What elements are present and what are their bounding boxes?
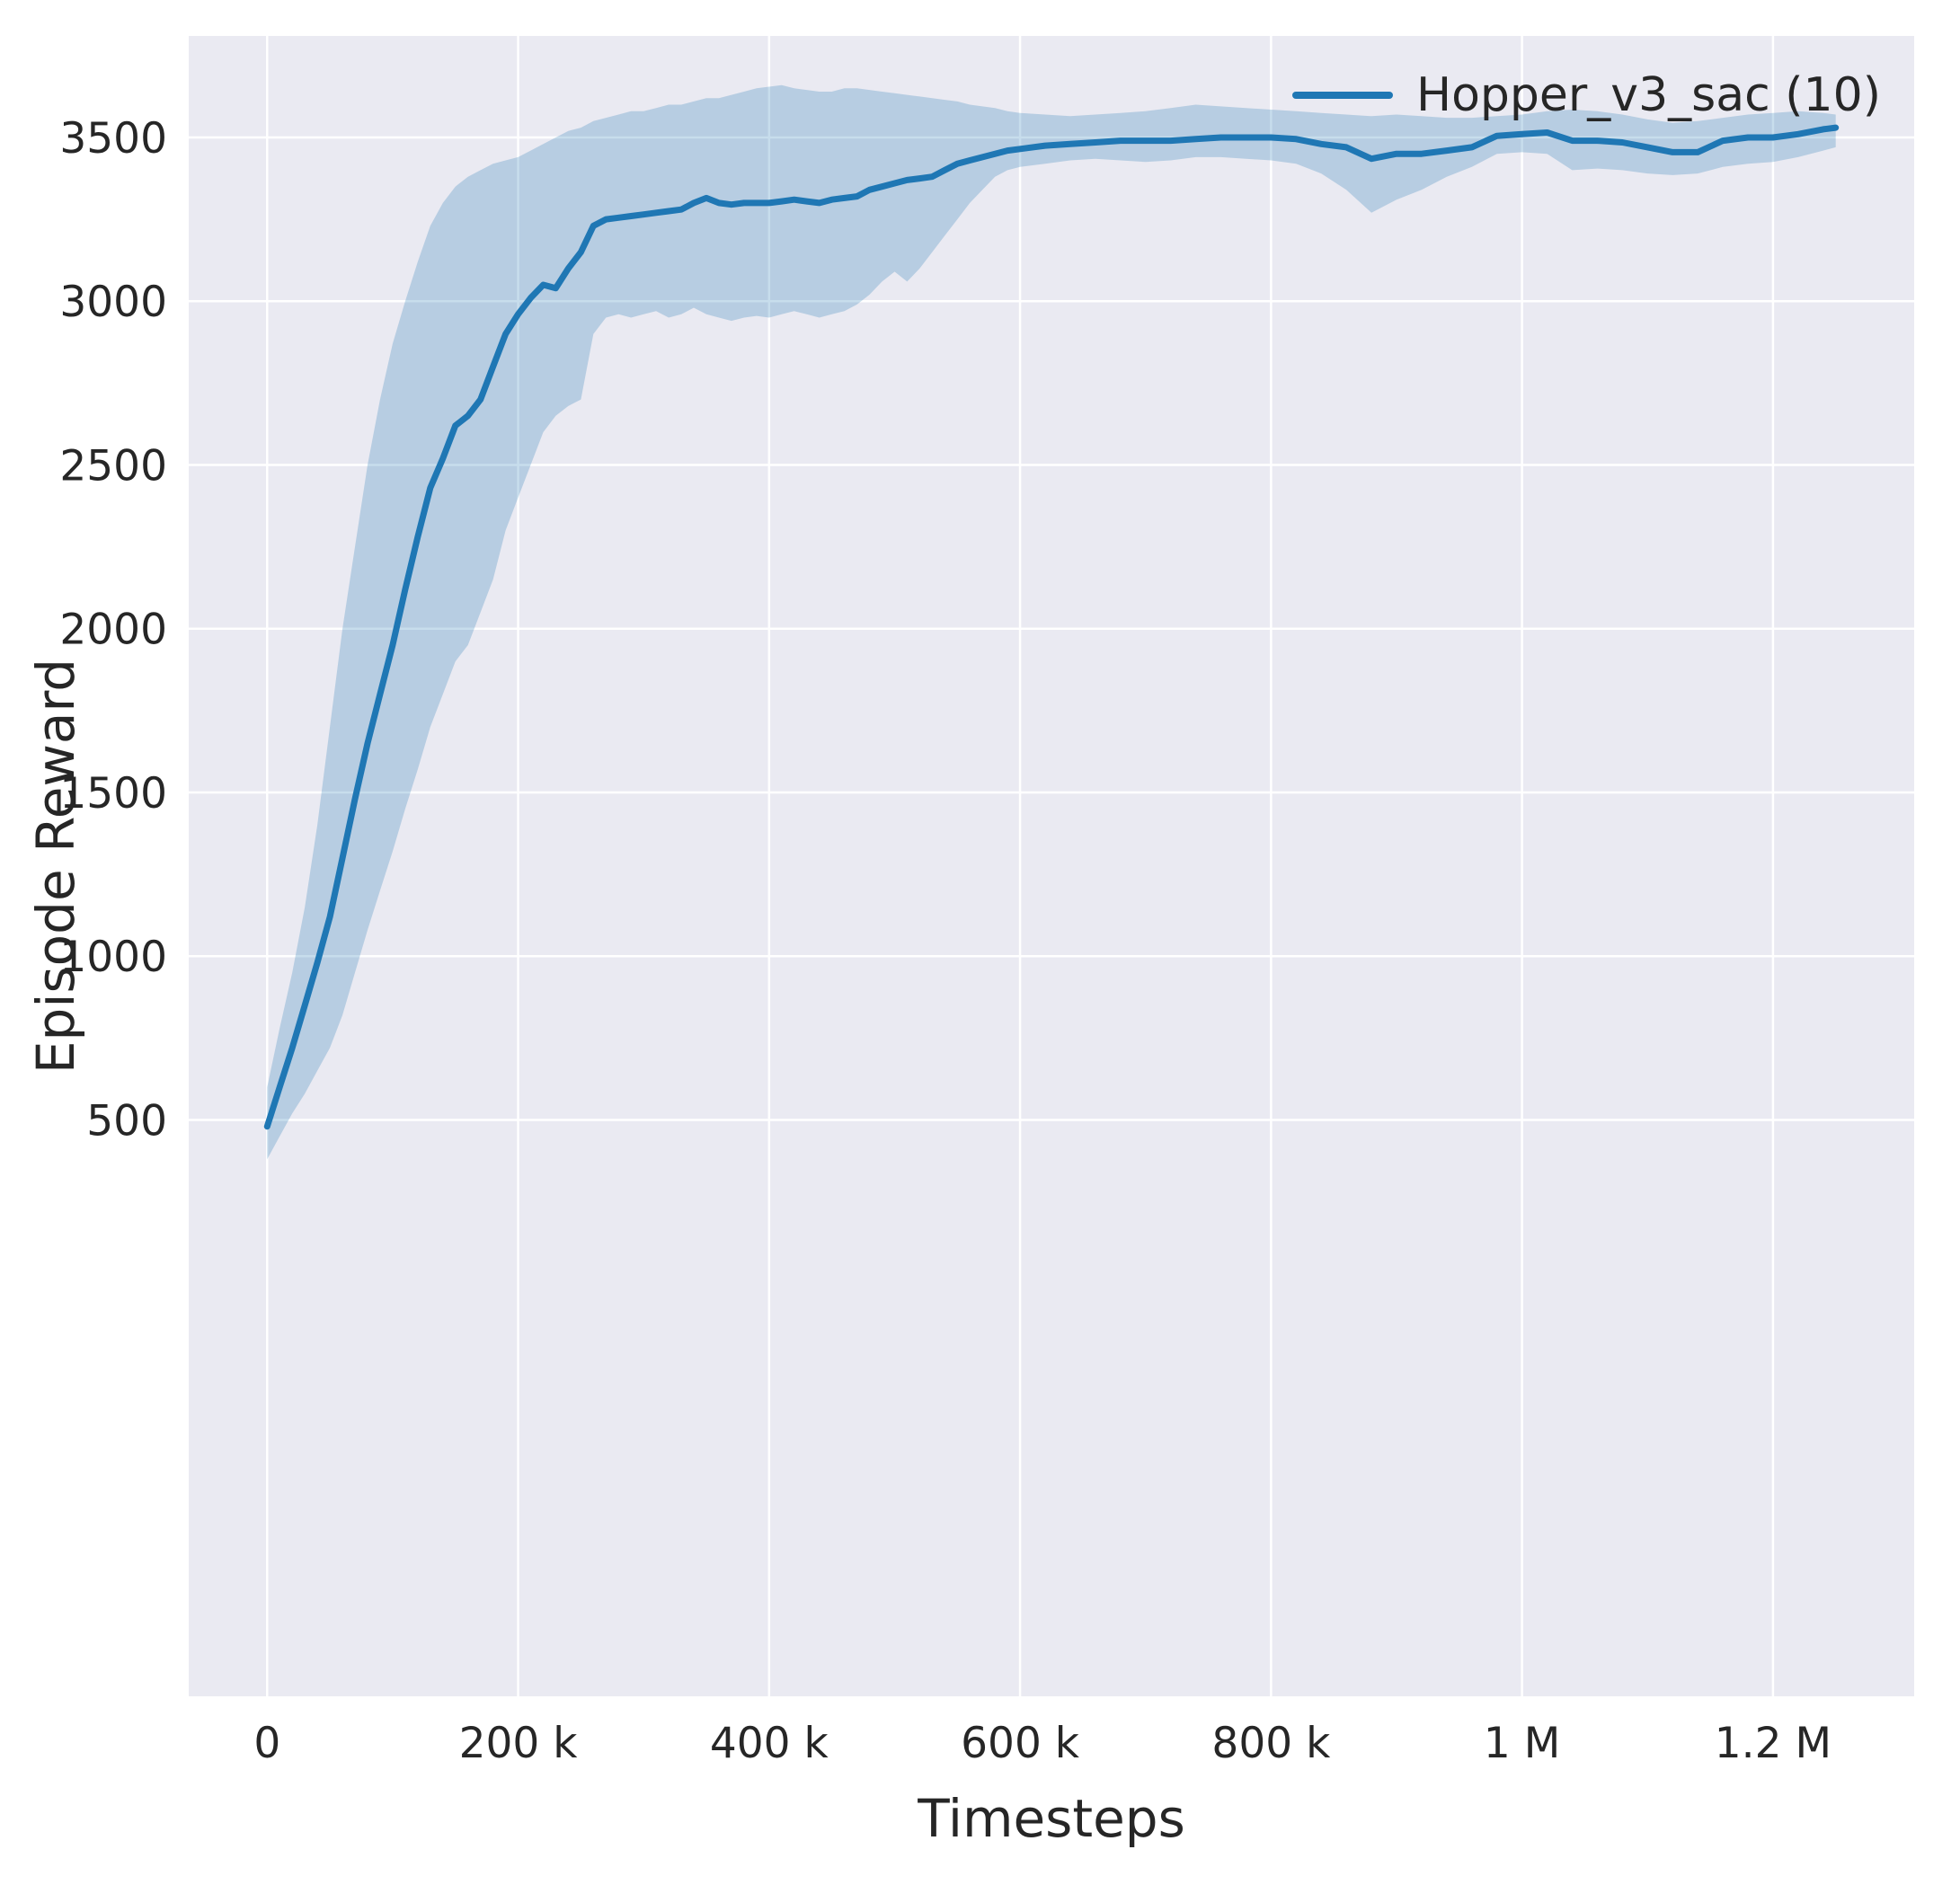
x-axis-title: Timesteps xyxy=(918,1788,1185,1849)
x-tick-label: 1.2 M xyxy=(1715,1719,1831,1768)
y-tick-label: 2500 xyxy=(59,441,167,491)
x-tick-label: 1 M xyxy=(1484,1719,1560,1768)
y-tick-label: 500 xyxy=(86,1096,167,1146)
y-tick-label: 3500 xyxy=(59,114,167,164)
x-tick-label: 800 k xyxy=(1211,1719,1331,1768)
legend: Hopper_v3_sac (10) xyxy=(1292,68,1881,122)
y-axis-title: Episode Reward xyxy=(25,658,86,1075)
x-tick-label: 600 k xyxy=(961,1719,1080,1768)
y-tick-label: 3000 xyxy=(59,278,167,327)
series-line xyxy=(263,124,1840,1130)
legend-label: Hopper_v3_sac (10) xyxy=(1416,68,1881,122)
legend-line-swatch xyxy=(1292,92,1393,99)
y-tick-label: 1500 xyxy=(59,769,167,819)
plot-area xyxy=(189,36,1914,1696)
x-tick-label: 400 k xyxy=(710,1719,829,1768)
y-tick-label: 2000 xyxy=(59,606,167,655)
x-tick-label: 0 xyxy=(253,1719,280,1768)
x-tick-label: 200 k xyxy=(459,1719,579,1768)
y-tick-label: 1000 xyxy=(59,933,167,982)
